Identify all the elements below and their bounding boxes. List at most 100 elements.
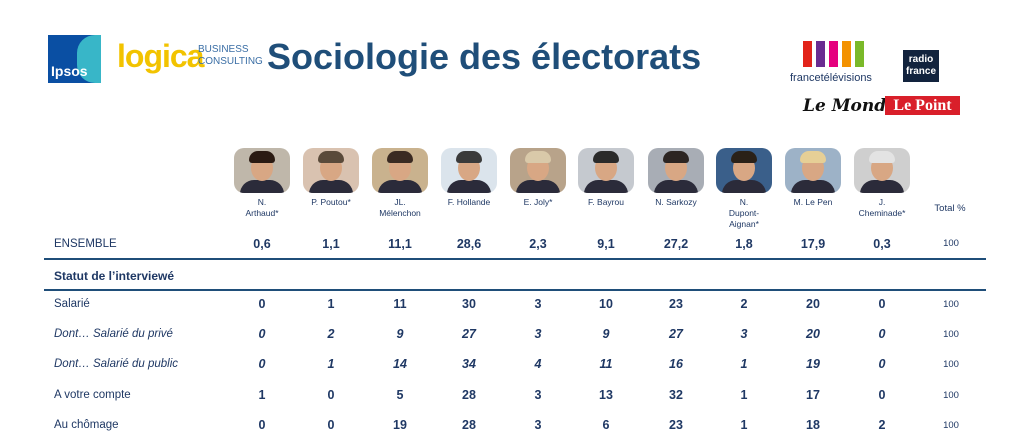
candidate-name: M. Le Pen: [793, 197, 833, 207]
candidate-name: F. Bayrou: [588, 197, 624, 207]
table-cell: 1: [258, 388, 266, 402]
table-cell: 2: [740, 297, 748, 311]
france-televisions-logo-text: francetélévisions: [790, 72, 872, 84]
table-cell: 1: [327, 297, 335, 311]
ensemble-value: 0,6: [253, 237, 271, 251]
table-cell: 0: [878, 327, 886, 341]
le-point-logo: Le Point: [885, 96, 960, 115]
table-cell: 1: [740, 388, 748, 402]
ensemble-value: 28,6: [456, 237, 482, 251]
table-cell: 0: [258, 297, 266, 311]
table-cell: 23: [669, 418, 683, 432]
row-total: 100: [943, 299, 959, 310]
row-label: Dont… Salarié du public: [54, 358, 179, 370]
ensemble-value: 27,2: [663, 237, 689, 251]
table-cell: 11: [393, 297, 407, 311]
radio-france-line-2: france: [905, 66, 936, 77]
table-cell: 28: [462, 388, 476, 402]
table-cell: 30: [462, 297, 476, 311]
candidate-name: N. Dupont- Aignan*: [728, 197, 760, 229]
table-cell: 0: [327, 388, 335, 402]
candidate-name: JL. Mélenchon: [379, 197, 421, 218]
row-label: Au chômage: [54, 419, 119, 431]
divider-top: [44, 258, 986, 260]
ensemble-value: 1,1: [322, 237, 340, 251]
table-cell: 3: [534, 388, 542, 402]
logica-logo-subtitle: BUSINESS CONSULTING: [198, 44, 263, 68]
ipsos-logo-text: Ipsos: [51, 63, 88, 79]
table-cell: 0: [258, 357, 266, 371]
ensemble-value: 0,3: [873, 237, 891, 251]
table-cell: 5: [396, 388, 404, 402]
logica-logo: logica: [117, 38, 204, 74]
ipsos-logo: Ipsos: [48, 35, 101, 83]
table-cell: 34: [462, 357, 476, 371]
candidate-name: J. Cheminade*: [858, 197, 906, 218]
table-cell: 27: [462, 327, 476, 341]
page-title: Sociologie des électorats: [267, 36, 702, 77]
portrait-arthaud-icon: [234, 148, 290, 193]
row-total: 100: [943, 420, 959, 431]
table-cell: 20: [806, 327, 820, 341]
ensemble-value: 2,3: [529, 237, 547, 251]
table-cell: 11: [599, 357, 613, 371]
table-cell: 2: [327, 327, 335, 341]
france-televisions-logo-icon: [803, 41, 865, 67]
table-cell: 19: [393, 418, 407, 432]
candidate-name: F. Hollande: [447, 197, 491, 207]
table-cell: 13: [599, 388, 613, 402]
table-cell: 2: [878, 418, 886, 432]
radio-france-logo: radio france: [903, 50, 939, 82]
table-cell: 0: [258, 418, 266, 432]
table-cell: 19: [806, 357, 820, 371]
portrait-joly-icon: [510, 148, 566, 193]
table-cell: 28: [462, 418, 476, 432]
portrait-cheminade-icon: [854, 148, 910, 193]
row-label: Dont… Salarié du privé: [54, 328, 173, 340]
section-title: Statut de l’interviewé: [54, 269, 175, 283]
table-cell: 3: [534, 418, 542, 432]
candidate-name: P. Poutou*: [311, 197, 351, 207]
table-cell: 0: [878, 357, 886, 371]
ensemble-value: 1,8: [735, 237, 753, 251]
candidate-name: N. Sarkozy: [655, 197, 697, 207]
candidate-name: E. Joly*: [523, 197, 553, 207]
portrait-hollande-icon: [441, 148, 497, 193]
table-cell: 17: [806, 388, 820, 402]
table-cell: 10: [599, 297, 613, 311]
table-cell: 9: [396, 327, 404, 341]
table-cell: 6: [602, 418, 610, 432]
logica-sub-line-1: BUSINESS: [198, 44, 249, 55]
row-label: Salarié: [54, 298, 90, 310]
total-header: Total %: [934, 203, 966, 214]
radio-france-line-1: radio: [908, 54, 934, 65]
portrait-bayrou-icon: [578, 148, 634, 193]
row-total: 100: [943, 359, 959, 370]
le-monde-logo: Le Monde: [803, 96, 897, 116]
logica-sub-line-2: CONSULTING: [198, 56, 263, 67]
table-cell: 1: [327, 357, 335, 371]
table-cell: 32: [669, 388, 683, 402]
row-total: 100: [943, 390, 959, 401]
ensemble-value: 9,1: [597, 237, 615, 251]
portrait-le-pen-icon: [785, 148, 841, 193]
table-cell: 18: [806, 418, 820, 432]
table-cell: 1: [740, 418, 748, 432]
row-total: 100: [943, 329, 959, 340]
table-cell: 0: [878, 388, 886, 402]
ensemble-total: 100: [943, 238, 959, 249]
table-cell: 1: [740, 357, 748, 371]
candidate-name: N. Arthaud*: [245, 197, 279, 218]
table-cell: 16: [669, 357, 683, 371]
table-cell: 4: [534, 357, 542, 371]
row-label: A votre compte: [54, 389, 131, 401]
portrait-poutou-icon: [303, 148, 359, 193]
ensemble-value: 11,1: [388, 237, 412, 251]
table-cell: 20: [806, 297, 820, 311]
table-cell: 27: [669, 327, 683, 341]
table-cell: 0: [327, 418, 335, 432]
ensemble-value: 17,9: [800, 237, 826, 251]
table-cell: 3: [534, 327, 542, 341]
table-cell: 0: [878, 297, 886, 311]
table-cell: 14: [393, 357, 407, 371]
